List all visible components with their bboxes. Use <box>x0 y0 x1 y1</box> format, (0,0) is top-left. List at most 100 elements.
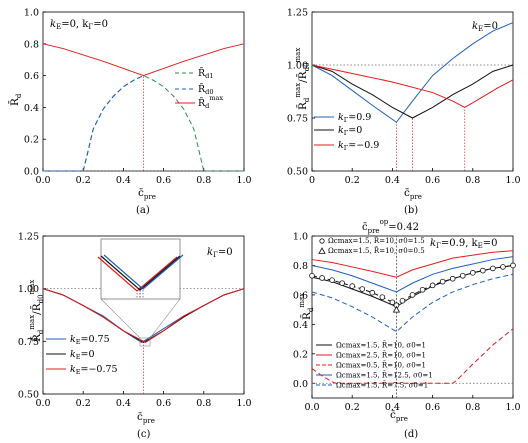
caption-d: (d) <box>404 429 418 440</box>
xtick-label-c: 1.0 <box>236 398 251 409</box>
panel-a: 0.0 0.2 0.4 0.6 0.8 1.0 0.0 0.2 0.4 0.6 0.8 1.0 R̄d… <box>8 8 251 217</box>
xtick-label-c: 0.8 <box>196 398 211 409</box>
series-line-d-4 <box>311 256 514 293</box>
legend-label-b-1: kΓ=0.9 <box>338 112 371 124</box>
ytick-label-d: 0.2 <box>293 349 308 360</box>
series-line-a-2 <box>43 75 144 172</box>
xtick-label-b: 0.2 <box>345 175 360 186</box>
series-point-d <box>309 272 315 279</box>
inset-connector-left <box>100 298 141 339</box>
zoom-region-box <box>139 337 151 347</box>
series-point-d <box>349 283 356 289</box>
panel-b: 0 0.2 0.4 0.6 0.8 1.0 0.50 0.75 1.00 1.25 R̄dmax/… <box>287 8 521 217</box>
xtick-label-b: 0.6 <box>425 175 440 186</box>
series-line-b-3 <box>311 64 514 108</box>
xtick-label-d: 0.0 <box>304 402 319 413</box>
ytick-label-d: 0.4 <box>293 320 308 331</box>
legend-label-c-3: kE=−0.75 <box>70 364 118 376</box>
series-point-d <box>379 294 386 300</box>
ylabel-b: R̄dmax/R̄d0max <box>294 48 311 110</box>
series-point-d <box>389 299 396 306</box>
xtick-label-c: 0.6 <box>156 398 171 409</box>
ytick-label-c: 1.00 <box>18 284 39 295</box>
legend-label-d-3: Ωcmax=0.5, R̄=10, σ0=1 <box>336 360 426 369</box>
caption-c: (c) <box>137 429 151 440</box>
xtick-label-d: 0.4 <box>385 402 400 413</box>
caption-a: (a) <box>136 205 150 216</box>
ylabel-c: R̄dmax/R̄d0max <box>28 280 45 342</box>
legend-label-d-top-1: Ωcmax=1.5, R̄=10, σ0=1.5 <box>328 236 425 245</box>
xtick-label-d: 1.0 <box>505 402 520 413</box>
legend-marker-d-circle <box>319 238 325 244</box>
ylabel-d: R̄dmax <box>298 293 315 320</box>
legend-marker-d-triangle <box>318 247 326 254</box>
series-point-d <box>449 275 456 282</box>
triangle-marker-d <box>392 305 401 313</box>
series-point-d <box>369 289 376 296</box>
legend-label-c-2: kE=0 <box>70 349 95 361</box>
ytick-label-b: 1.00 <box>287 61 308 72</box>
ytick-label-b: 1.25 <box>287 8 308 19</box>
annotation-d: kΓ=0.9, kE=0 <box>430 238 498 250</box>
xtick-label-b: 1.0 <box>505 175 520 186</box>
xtick-label-b: 0.8 <box>465 175 480 186</box>
ytick-label-a: 0.0 <box>24 167 39 178</box>
series-point-d <box>500 264 506 270</box>
xtick-label-b: 0 <box>309 175 315 186</box>
series-point-d <box>419 286 426 293</box>
axes-frame-d <box>311 235 514 399</box>
ytick-label-c: 0.50 <box>18 390 39 401</box>
ytick-label-d: 1.0 <box>293 232 308 243</box>
legend-label-a-3: R̄dmax <box>198 94 223 110</box>
ylabel-a: R̄d <box>8 93 23 106</box>
annotation-a: kE=0, kΓ=0 <box>50 19 108 31</box>
series-point-d <box>429 282 436 289</box>
annotation-b: kE=0 <box>472 21 498 33</box>
xlabel-c: c̄pre <box>137 411 155 425</box>
xtick-label-a: 1.0 <box>236 175 251 186</box>
series-line-a-3 <box>42 43 245 77</box>
series-point-d <box>490 265 496 272</box>
ytick-label-a: 0.8 <box>24 39 39 50</box>
series-point-d <box>439 278 446 285</box>
legend-label-b-2: kΓ=0 <box>338 125 362 137</box>
series-line-b-1 <box>311 22 514 123</box>
xtick-label-a: 0.4 <box>116 175 131 186</box>
legend-label-d-2: Ωcmax=2.5, R̄=10, σ0=1 <box>336 350 426 359</box>
xtick-label-d: 0.8 <box>465 402 480 413</box>
xtick-label-c: 0.0 <box>35 398 50 409</box>
xtick-label-a: 0.2 <box>76 175 91 186</box>
ytick-label-d: 0.8 <box>293 261 308 272</box>
inset-blue-line <box>103 254 184 290</box>
xtick-label-c: 0.2 <box>76 398 91 409</box>
series-line-d-5 <box>311 273 514 333</box>
zoom-inset-c <box>97 238 184 347</box>
series-point-d <box>319 275 325 281</box>
inset-connector-right <box>149 298 181 339</box>
series-line-d-3 <box>311 328 514 384</box>
legend-label-d-4: Ωcmax=1.5, R̄=12.5, σ0=1 <box>336 370 433 379</box>
series-point-d <box>329 277 335 283</box>
xtick-label-b: 0.4 <box>385 175 400 186</box>
xtick-label-a: 0.6 <box>156 175 171 186</box>
xlabel-b: c̄pre <box>404 187 422 201</box>
legend-label-a-2: R̄d0 <box>198 83 213 96</box>
ytick-label-a: 1.0 <box>24 8 39 19</box>
xtick-label-a: 0.8 <box>196 175 211 186</box>
legend-b: kΓ=0.9 kΓ=0 kΓ=−0.9 <box>314 112 379 152</box>
caption-b: (b) <box>404 205 418 216</box>
ytick-label-b: 0.75 <box>287 114 308 125</box>
series-line-b-2 <box>311 64 514 119</box>
legend-c: kE=0.75 kE=0 kE=−0.75 <box>46 334 118 376</box>
legend-a: R̄d1 R̄d0 R̄dmax <box>175 67 223 110</box>
ytick-label-d: 0.6 <box>293 290 308 301</box>
series-point-d <box>359 286 366 292</box>
legend-label-d-5: Ωcmax=1.5, R̄=7.5, σ0=1 <box>336 380 428 389</box>
series-line-d-6 <box>311 264 514 306</box>
series-point-d <box>409 292 416 298</box>
ytick-label-b: 0.50 <box>287 167 308 178</box>
series-point-d <box>399 297 406 304</box>
ytick-label-c: 1.25 <box>18 232 39 243</box>
legend-label-b-3: kΓ=−0.9 <box>338 140 379 152</box>
